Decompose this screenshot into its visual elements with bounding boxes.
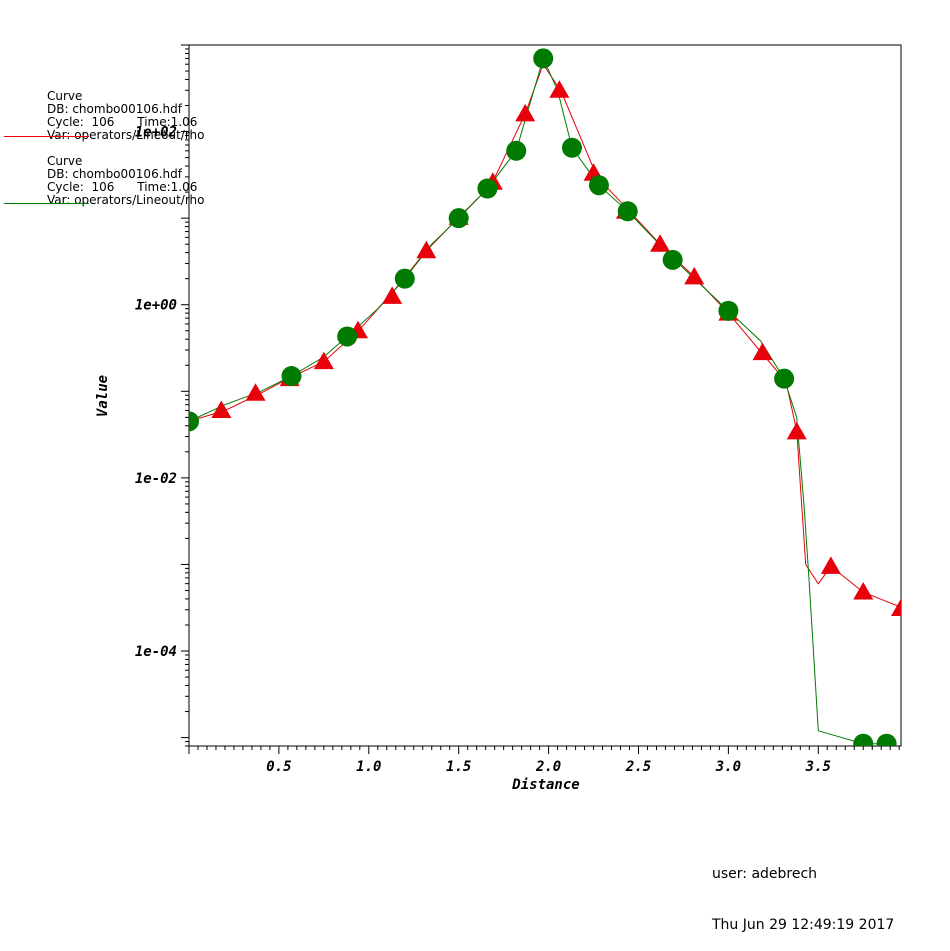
series-0-point bbox=[245, 383, 266, 401]
x-tick-label: 3.0 bbox=[715, 759, 741, 775]
series-line-0 bbox=[189, 63, 901, 608]
series-1-point bbox=[718, 300, 739, 321]
series-0-point bbox=[515, 103, 536, 122]
legend-title: Curve bbox=[47, 154, 83, 168]
legend-db: DB: chombo00106.hdf bbox=[47, 102, 182, 116]
series-1-point bbox=[281, 366, 302, 387]
x-tick-label: 1.0 bbox=[356, 759, 381, 775]
series-line-1 bbox=[189, 56, 887, 745]
y-axis-title: Value bbox=[95, 375, 111, 417]
plot-frame bbox=[188, 44, 902, 747]
series-0-point bbox=[752, 342, 773, 361]
x-axis-title: Distance bbox=[511, 777, 579, 793]
x-tick-label: 3.5 bbox=[805, 759, 831, 775]
legend-entry-red: Curve DB: chombo00106.hdf Cycle: 106 Tim… bbox=[0, 90, 205, 142]
user-name: user: adebrech bbox=[712, 866, 818, 882]
y-tick-label: 1e+02 bbox=[135, 125, 177, 141]
series-1-point bbox=[394, 268, 415, 289]
y-tick-label: 1e+00 bbox=[135, 298, 177, 314]
legend-db: DB: chombo00106.hdf bbox=[47, 167, 182, 181]
series-0-point bbox=[891, 598, 901, 616]
legend-title: Curve bbox=[47, 89, 83, 103]
chart-canvas: 1e+02 1e+00 1e-02 1e-04 0.5 1.0 1.5 2.0 2.5 3.0 3… bbox=[95, 44, 902, 793]
x-tick-label: 2.0 bbox=[535, 759, 561, 775]
series-0-point bbox=[382, 286, 403, 304]
y-tick-label: 1e-04 bbox=[135, 644, 177, 660]
series-0-point bbox=[211, 400, 232, 419]
series-0-point bbox=[650, 234, 671, 252]
series-1-point bbox=[588, 175, 609, 196]
legend-var: Var: operators/Lineout/rho bbox=[47, 193, 205, 207]
series-0-point bbox=[853, 582, 874, 600]
x-tick-label: 0.5 bbox=[266, 759, 291, 775]
x-tick-label: 2.5 bbox=[625, 759, 651, 775]
series-1-point bbox=[561, 137, 582, 158]
legend-entry-green: Curve DB: chombo00106.hdf Cycle: 106 Tim… bbox=[0, 155, 205, 207]
series-1-point bbox=[774, 368, 795, 389]
timestamp: Thu Jun 29 12:49:19 2017 bbox=[712, 917, 895, 933]
series-1-point bbox=[617, 201, 638, 222]
y-tick-label: 1e-02 bbox=[135, 471, 177, 487]
legend-swatch-red bbox=[4, 136, 89, 137]
x-tick-label: 1.5 bbox=[446, 759, 471, 775]
series-1-point bbox=[662, 249, 683, 270]
legend-swatch-green bbox=[4, 203, 89, 204]
series-0-point bbox=[549, 80, 570, 98]
series-1-point bbox=[477, 178, 498, 199]
series-0-point bbox=[684, 266, 705, 285]
plot-series bbox=[189, 48, 901, 746]
series-1-point bbox=[448, 208, 469, 229]
legend-cycle: Cycle: 106 Time:1.06 bbox=[47, 115, 198, 129]
series-1-point bbox=[189, 411, 199, 432]
series-0-point bbox=[786, 421, 807, 440]
series-0-point bbox=[820, 556, 841, 574]
series-1-point bbox=[337, 326, 358, 347]
y-axis: 1e+02 1e+00 1e-02 1e-04 bbox=[135, 44, 189, 747]
x-axis: 0.5 1.0 1.5 2.0 2.5 3.0 3.5 bbox=[188, 746, 900, 775]
series-1-point bbox=[533, 48, 554, 69]
series-0-point bbox=[313, 351, 334, 370]
legend-cycle: Cycle: 106 Time:1.06 bbox=[47, 180, 198, 194]
legend-var: Var: operators/Lineout/rho bbox=[47, 128, 205, 142]
series-0-point bbox=[416, 240, 437, 259]
series-1-point bbox=[876, 733, 897, 746]
user-info: user: adebrech Thu Jun 29 12:49:19 2017 bbox=[712, 832, 894, 951]
series-1-point bbox=[506, 140, 527, 161]
series-1-point bbox=[853, 733, 874, 746]
